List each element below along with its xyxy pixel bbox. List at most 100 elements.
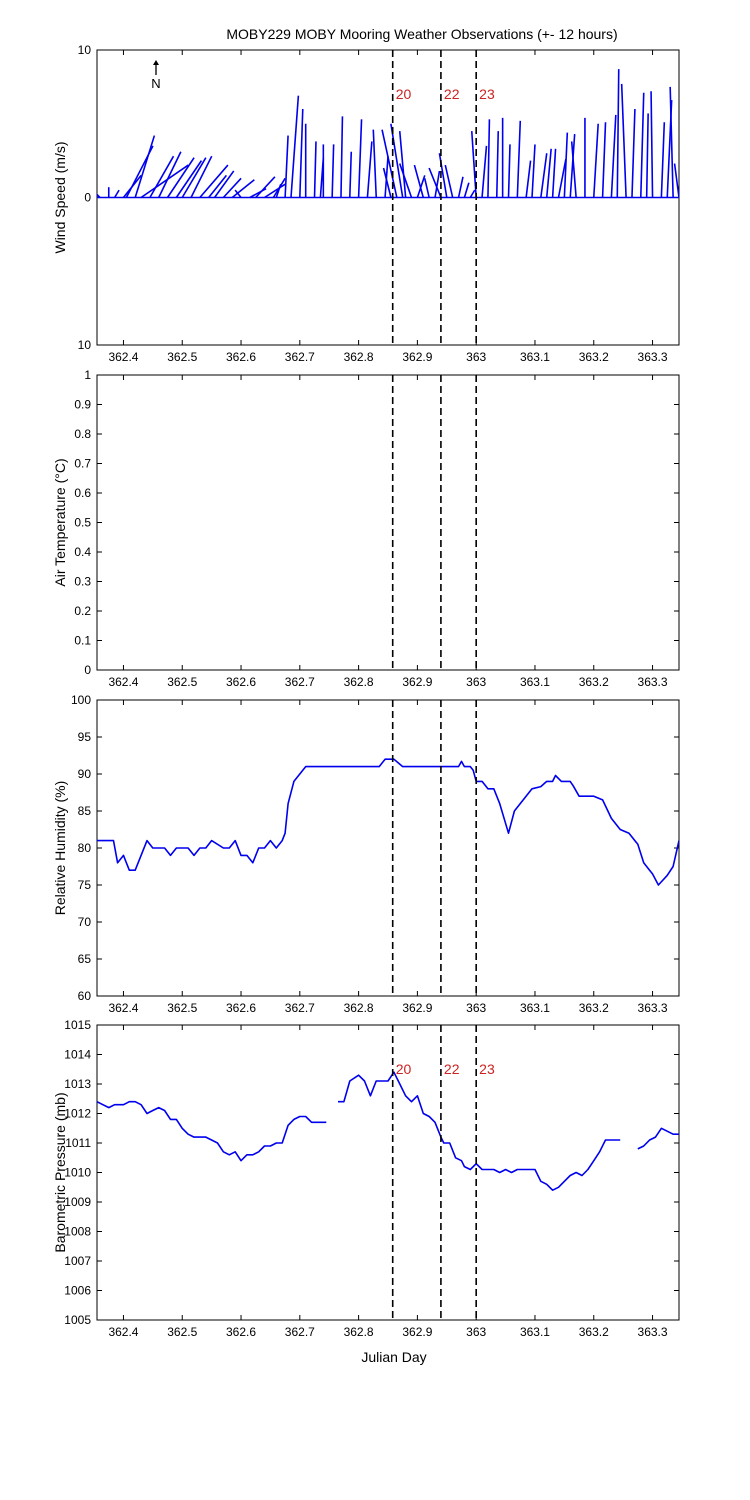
wind-vector bbox=[639, 92, 645, 198]
wind-vector bbox=[563, 132, 569, 198]
wind-vector bbox=[434, 170, 441, 198]
y-tick-label: 0.2 bbox=[74, 604, 91, 618]
y-tick-label: 0.4 bbox=[74, 545, 91, 559]
x-tick-label: 363.2 bbox=[579, 350, 609, 364]
panel-wind: 10 0 10 362.4 362.5 362.6 362.7 362.8 362.9 363 36… bbox=[52, 43, 680, 364]
wind-vector bbox=[545, 148, 552, 198]
north-label: N bbox=[151, 76, 160, 91]
y-tick-label: 0.8 bbox=[74, 427, 91, 441]
wind-vector bbox=[557, 158, 567, 198]
y-tick-label: 1009 bbox=[64, 1195, 91, 1209]
x-tick-label: 362.5 bbox=[167, 350, 197, 364]
y-axis-label: Relative Humidity (%) bbox=[52, 781, 68, 916]
x-tick-label: 362.4 bbox=[108, 1325, 138, 1339]
wind-vector bbox=[631, 108, 636, 198]
x-tick-label: 363.2 bbox=[579, 1001, 609, 1015]
x-tick-label: 362.8 bbox=[344, 1325, 374, 1339]
wind-vector bbox=[313, 141, 317, 198]
wind-vector bbox=[551, 148, 557, 198]
wind-vector bbox=[181, 157, 207, 198]
wind-vector bbox=[208, 174, 228, 198]
wind-vector bbox=[284, 135, 289, 198]
event-marker-label: 22 bbox=[444, 86, 460, 102]
x-tick-label: 363 bbox=[466, 350, 486, 364]
wind-vector bbox=[398, 163, 413, 198]
wind-vector bbox=[398, 131, 407, 198]
y-tick-label: 1008 bbox=[64, 1225, 91, 1239]
data-layer bbox=[97, 758, 679, 886]
wind-vector bbox=[166, 157, 195, 198]
y-tick-label: 1015 bbox=[64, 1018, 91, 1032]
wind-vector bbox=[231, 179, 255, 199]
event-marker-label: 20 bbox=[396, 86, 412, 102]
wind-vector bbox=[525, 160, 532, 198]
wind-vector bbox=[331, 144, 335, 198]
x-tick-label: 362.7 bbox=[285, 1001, 315, 1015]
y-tick-label: 0.6 bbox=[74, 486, 91, 500]
y-axis-label: Wind Speed (m/s) bbox=[52, 141, 68, 253]
y-tick-label: 1006 bbox=[64, 1284, 91, 1298]
wind-vector bbox=[423, 178, 430, 198]
wind-vector bbox=[669, 86, 674, 198]
y-tick-label: 65 bbox=[78, 952, 92, 966]
wind-vector bbox=[592, 123, 599, 198]
panel-air_temperature: 0 0.1 0.2 0.3 0.4 0.5 0.6 0.7 0.8 0.9 1 362.4 362.5 3… bbox=[52, 368, 680, 689]
y-tick-label: 90 bbox=[78, 767, 92, 781]
wind-vector bbox=[610, 114, 617, 198]
y-tick-label: 0.9 bbox=[74, 398, 91, 412]
series-line bbox=[97, 758, 679, 886]
x-tick-label: 363.1 bbox=[520, 350, 550, 364]
wind-vector bbox=[601, 122, 607, 198]
wind-vector bbox=[495, 131, 500, 198]
x-tick-label: 362.4 bbox=[108, 675, 138, 689]
wind-vector bbox=[290, 95, 300, 198]
figure-title: MOBY229 MOBY Mooring Weather Observation… bbox=[226, 26, 617, 42]
north-arrow-icon bbox=[153, 60, 159, 65]
wind-vector bbox=[234, 189, 242, 198]
wind-vector bbox=[190, 155, 213, 198]
wind-vector bbox=[372, 129, 378, 198]
wind-vector bbox=[222, 177, 242, 199]
wind-vector bbox=[463, 182, 470, 198]
y-tick-label: 95 bbox=[78, 730, 92, 744]
series-line bbox=[338, 1071, 621, 1191]
wind-vector bbox=[264, 183, 286, 199]
wind-vector bbox=[413, 164, 425, 198]
x-tick-label: 362.9 bbox=[402, 1001, 432, 1015]
y-tick-label: 0.7 bbox=[74, 457, 91, 471]
wind-vector bbox=[531, 144, 536, 198]
wind-vector bbox=[149, 155, 175, 198]
y-tick-label: 1 bbox=[84, 368, 91, 382]
wind-vector bbox=[134, 135, 156, 198]
y-tick-label: 85 bbox=[78, 804, 92, 818]
wind-vector bbox=[366, 141, 373, 198]
x-tick-label: 363.3 bbox=[638, 1325, 668, 1339]
wind-vector bbox=[487, 119, 491, 198]
x-tick-label: 363 bbox=[466, 1325, 486, 1339]
y-tick-label: 10 bbox=[78, 338, 92, 352]
x-tick-label: 363.3 bbox=[638, 1001, 668, 1015]
x-tick-label: 362.7 bbox=[285, 675, 315, 689]
y-tick-label: 0.1 bbox=[74, 634, 91, 648]
x-tick-label: 362.6 bbox=[226, 1001, 256, 1015]
x-tick-label: 362.9 bbox=[402, 1325, 432, 1339]
y-tick-label: 100 bbox=[71, 693, 91, 707]
event-marker-label: 23 bbox=[479, 86, 495, 102]
wind-vector bbox=[348, 151, 353, 198]
panel-relative_humidity: 60 65 70 75 80 85 90 95 100 362.4 362.5 362.6 362.7 3… bbox=[52, 693, 680, 1015]
y-axis-label: Barometric Pressure (mb) bbox=[52, 1092, 68, 1252]
wind-vector bbox=[616, 69, 620, 198]
x-tick-label: 362.7 bbox=[285, 1325, 315, 1339]
x-tick-label: 362.5 bbox=[167, 1325, 197, 1339]
wind-vector bbox=[158, 151, 182, 198]
x-axis-label: Julian Day bbox=[361, 1349, 426, 1365]
y-tick-label: 0 bbox=[84, 191, 91, 205]
y-tick-label: 1011 bbox=[65, 1136, 91, 1150]
event-marker-label: 23 bbox=[479, 1061, 495, 1077]
y-tick-label: 1013 bbox=[64, 1077, 91, 1091]
wind-vector bbox=[357, 119, 363, 198]
y-tick-label: 75 bbox=[78, 878, 92, 892]
series-line bbox=[97, 1100, 327, 1162]
x-tick-label: 362.5 bbox=[167, 675, 197, 689]
y-tick-label: 1014 bbox=[64, 1048, 91, 1062]
